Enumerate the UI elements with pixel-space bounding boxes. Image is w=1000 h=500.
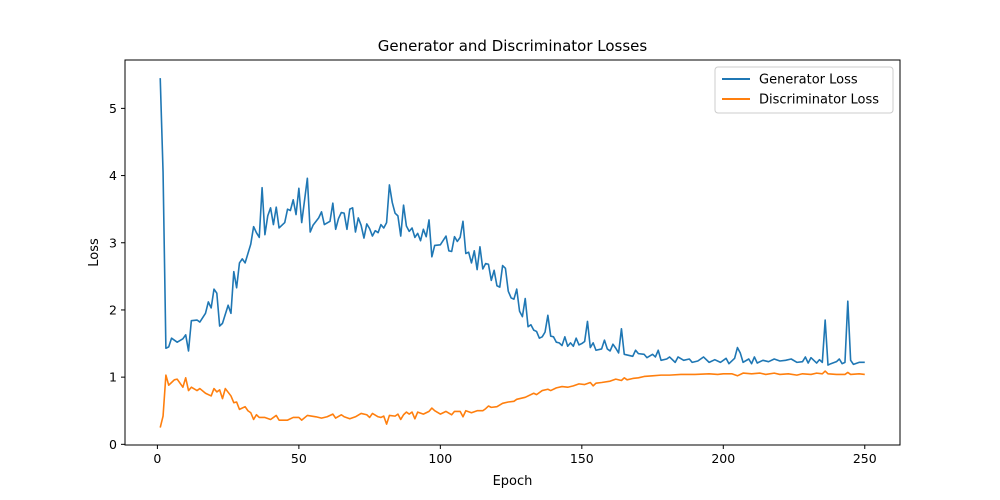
x-axis-label: Epoch xyxy=(493,474,533,489)
y-tick-label: 1 xyxy=(109,370,117,385)
y-tick-label: 4 xyxy=(109,168,117,183)
x-tick-label: 250 xyxy=(853,451,877,466)
series-layer xyxy=(159,78,865,428)
y-axis-label: Loss xyxy=(87,238,102,267)
y-tick-label: 0 xyxy=(109,437,117,452)
x-tick-label: 0 xyxy=(153,451,161,466)
y-tick-label: 5 xyxy=(109,101,117,116)
legend: Generator Loss Discriminator Loss xyxy=(714,66,894,114)
y-tick-label: 3 xyxy=(109,235,117,250)
x-axis: 0 50 100 150 200 250 xyxy=(153,445,877,466)
chart-title: Generator and Discriminator Losses xyxy=(378,37,648,55)
x-tick-label: 150 xyxy=(570,451,594,466)
series-line-discriminator-loss xyxy=(159,370,865,428)
series-line-generator-loss xyxy=(159,78,865,366)
x-tick-label: 50 xyxy=(291,451,307,466)
legend-box xyxy=(714,66,894,114)
y-axis: 0 1 2 3 4 5 xyxy=(109,101,125,452)
plot-frame xyxy=(124,59,901,446)
y-tick-label: 2 xyxy=(109,302,117,317)
x-tick-label: 200 xyxy=(711,451,735,466)
x-tick-label: 100 xyxy=(428,451,452,466)
legend-label-generator: Generator Loss xyxy=(759,73,858,88)
legend-label-discriminator: Discriminator Loss xyxy=(759,93,879,108)
